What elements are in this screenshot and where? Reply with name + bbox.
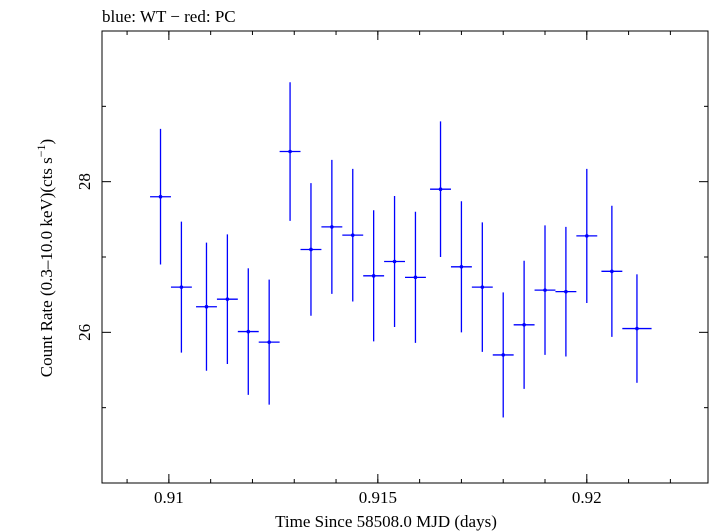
data-point xyxy=(300,183,322,316)
axis-ticks xyxy=(102,31,708,483)
data-marker xyxy=(204,304,209,309)
y-axis-label-exponent: −1 xyxy=(34,144,48,157)
data-marker xyxy=(522,323,526,327)
y-axis-label-main: Count Rate (0.3–10.0 keV)(cts s xyxy=(37,157,56,377)
data-marker xyxy=(246,329,251,334)
data-point xyxy=(405,211,426,343)
data-marker xyxy=(610,269,614,274)
chart-title: blue: WT − red: PC xyxy=(102,7,236,26)
data-point xyxy=(363,210,385,342)
data-marker xyxy=(438,187,443,191)
data-marker xyxy=(267,340,271,344)
data-point xyxy=(384,195,405,328)
data-marker xyxy=(288,149,292,154)
data-point xyxy=(555,226,577,357)
data-marker xyxy=(459,264,464,269)
plot-frame xyxy=(101,30,709,484)
y-axis-label: Count Rate (0.3–10.0 keV)(cts s−1) xyxy=(34,139,56,377)
data-marker xyxy=(543,288,547,292)
data-point xyxy=(450,201,472,333)
data-marker xyxy=(564,289,568,294)
x-tick-label: 0.92 xyxy=(572,488,602,507)
data-point xyxy=(492,292,514,418)
data-point xyxy=(430,121,451,257)
data-point xyxy=(150,128,171,265)
data-marker xyxy=(309,247,313,252)
x-tick-label: 0.915 xyxy=(359,488,397,507)
data-point xyxy=(471,222,493,352)
data-marker xyxy=(501,353,506,357)
data-point xyxy=(237,268,259,395)
data-marker xyxy=(371,274,376,278)
data-marker xyxy=(480,285,485,289)
data-marker xyxy=(158,194,163,199)
data-marker xyxy=(330,225,334,229)
x-tick-label: 0.91 xyxy=(154,488,184,507)
data-marker xyxy=(392,259,397,264)
data-point xyxy=(216,234,238,364)
data-point xyxy=(576,168,598,303)
data-marker xyxy=(635,326,639,331)
data-point xyxy=(170,221,192,353)
data-point xyxy=(321,159,343,294)
data-point xyxy=(513,260,535,389)
data-point xyxy=(279,82,301,221)
x-axis-label: Time Since 58508.0 MJD (days) xyxy=(275,512,497,531)
data-series-wt xyxy=(150,82,652,418)
y-axis-label-close: ) xyxy=(37,139,56,145)
tick-labels: 0.91 0.915 0.92 26 28 xyxy=(75,173,602,507)
data-marker xyxy=(585,234,589,238)
data-point xyxy=(534,225,556,355)
data-point xyxy=(622,274,652,383)
y-tick-label: 28 xyxy=(75,173,94,190)
data-marker xyxy=(225,297,230,301)
data-point xyxy=(601,205,623,337)
data-marker xyxy=(350,233,355,237)
data-point xyxy=(342,168,364,302)
data-marker xyxy=(179,285,184,289)
data-point xyxy=(196,242,217,371)
data-point xyxy=(258,279,280,405)
data-marker xyxy=(413,275,418,280)
y-tick-label: 26 xyxy=(75,324,94,341)
